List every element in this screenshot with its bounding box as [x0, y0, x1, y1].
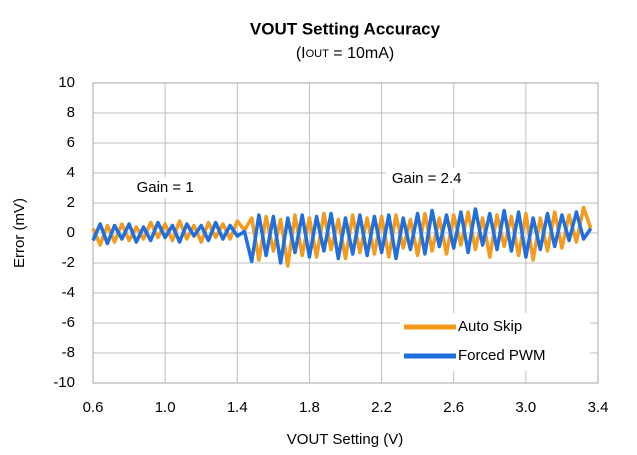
y-tick-label: -6 [62, 314, 75, 331]
x-tick-label: 3.4 [588, 399, 609, 416]
y-tick-label: -2 [62, 254, 75, 271]
subtitle-part: = 10mA) [329, 45, 394, 62]
chart-subtitle: (IOUT = 10mA) [296, 45, 394, 62]
legend-box [400, 313, 590, 371]
annotation: Gain = 1 [130, 176, 200, 198]
x-tick-label: 2.6 [443, 399, 464, 416]
y-tick-label: 6 [67, 134, 75, 151]
x-tick-label: 1.0 [155, 399, 176, 416]
y-tick-label: 10 [58, 74, 75, 91]
y-tick-label: 8 [67, 104, 75, 121]
y-tick-label: -10 [53, 374, 75, 391]
y-tick-label: -4 [62, 284, 75, 301]
y-tick-label: 0 [67, 224, 75, 241]
y-tick-label: 4 [67, 164, 75, 181]
chart-title: VOUT Setting Accuracy [250, 19, 441, 38]
annotation-bg [385, 167, 468, 189]
subtitle-subscript: OUT [306, 48, 330, 60]
series-line [91, 207, 593, 265]
y-axis-label: Error (mV) [11, 198, 28, 268]
legend-label: Forced PWM [458, 347, 546, 364]
x-tick-label: 3.0 [515, 399, 536, 416]
annotation-bg [130, 176, 200, 198]
annotation-text: Gain = 2.4 [392, 170, 462, 187]
plot-border [92, 82, 599, 384]
x-tick-label: 2.2 [371, 399, 392, 416]
y-tick-label: 2 [67, 194, 75, 211]
legend-label: Auto Skip [458, 318, 522, 335]
annotation-text: Gain = 1 [137, 179, 194, 196]
x-tick-label: 1.8 [299, 399, 320, 416]
x-tick-label: 1.4 [227, 399, 248, 416]
x-axis-label: VOUT Setting (V) [287, 431, 403, 448]
y-tick-label: -8 [62, 344, 75, 361]
subtitle-part: (I [296, 45, 306, 62]
annotation: Gain = 2.4 [385, 167, 468, 189]
x-tick-label: 0.6 [83, 399, 104, 416]
